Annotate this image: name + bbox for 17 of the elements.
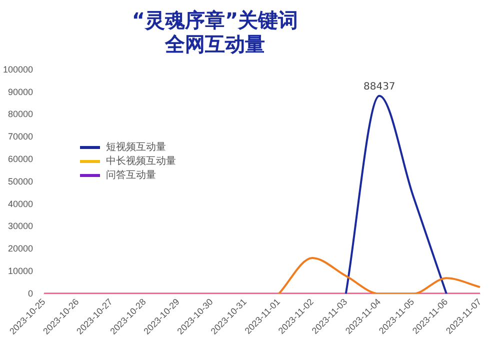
y-tick-label: 20000 [8,244,34,254]
y-tick-label: 0 [28,288,34,298]
y-tick-label: 70000 [8,132,34,142]
legend-label: 问答互动量 [106,169,156,182]
y-tick-label: 60000 [8,154,34,164]
y-tick-label: 50000 [8,176,34,186]
legend-label: 短视频互动量 [106,140,166,154]
line-series [278,257,481,294]
y-tick-label: 90000 [8,86,34,97]
legend-label: 中长视频互动量 [106,154,176,168]
y-tick-label: 100000 [2,64,34,74]
y-tick-label: 40000 [8,198,34,209]
y-tick-label: 10000 [8,266,34,276]
y-tick-label: 80000 [8,109,34,120]
data-label: 88437 [363,81,396,92]
y-tick-label: 30000 [8,221,34,232]
chart-title: “灵魂序章”关键词全网互动量 [130,8,300,56]
